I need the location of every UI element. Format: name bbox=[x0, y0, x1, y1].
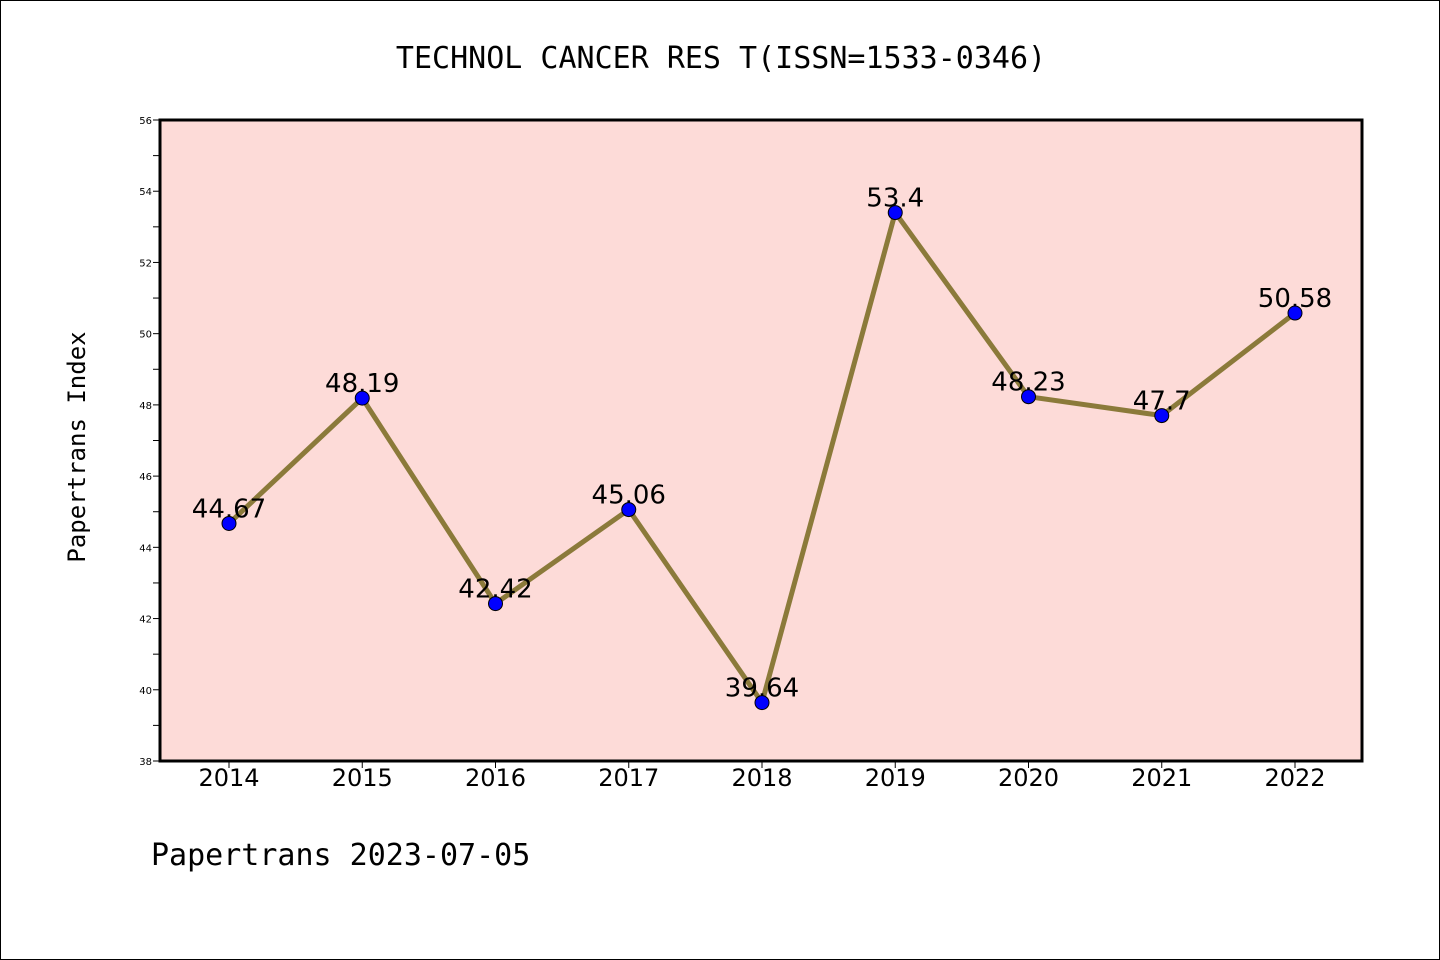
y-tick-label: 54 bbox=[139, 187, 152, 198]
x-tick-label: 2016 bbox=[465, 764, 526, 792]
plot-area bbox=[158, 118, 1364, 763]
y-tick-label: 46 bbox=[139, 472, 152, 483]
data-point bbox=[1154, 408, 1170, 424]
data-point bbox=[621, 502, 637, 518]
data-point bbox=[1021, 389, 1036, 405]
y-tick-label: 48 bbox=[139, 401, 152, 412]
y-tick-label: 38 bbox=[139, 757, 152, 768]
y-tick-label: 52 bbox=[139, 258, 152, 269]
data-point bbox=[887, 205, 903, 221]
y-tick-label: 50 bbox=[139, 330, 152, 341]
series-layer: 44.6748.1942.4245.0639.6453.448.2347.750… bbox=[192, 184, 1332, 711]
y-tick-label: 40 bbox=[139, 686, 152, 697]
y-axis: 38 40 42 44 46 48 50 52 54 56 bbox=[139, 116, 160, 768]
x-tick-label: 2014 bbox=[198, 764, 259, 792]
y-axis-label: Papertrans Index bbox=[63, 331, 91, 562]
x-tick-label: 2021 bbox=[1131, 764, 1192, 792]
x-tick-label: 2019 bbox=[865, 764, 926, 792]
chart-title: TECHNOL CANCER RES T(ISSN=1533-0346) bbox=[396, 41, 1046, 76]
footer-text: Papertrans 2023-07-05 bbox=[151, 838, 530, 873]
y-tick-label: 44 bbox=[139, 543, 152, 554]
y-tick-label: 56 bbox=[139, 116, 152, 127]
x-tick-label: 2017 bbox=[598, 764, 659, 792]
x-tick-label: 2018 bbox=[731, 764, 792, 792]
data-point bbox=[488, 596, 503, 612]
x-tick-label: 2022 bbox=[1264, 764, 1325, 792]
y-tick-label: 42 bbox=[139, 615, 152, 626]
x-tick-label: 2020 bbox=[998, 764, 1059, 792]
data-point bbox=[354, 390, 370, 406]
x-tick-label: 2015 bbox=[332, 764, 393, 792]
data-point bbox=[1287, 305, 1303, 321]
data-point bbox=[221, 515, 237, 531]
data-point bbox=[754, 695, 770, 711]
x-axis: 2014 2015 2016 2017 2018 2019 2020 2021 2022 bbox=[198, 761, 1326, 792]
